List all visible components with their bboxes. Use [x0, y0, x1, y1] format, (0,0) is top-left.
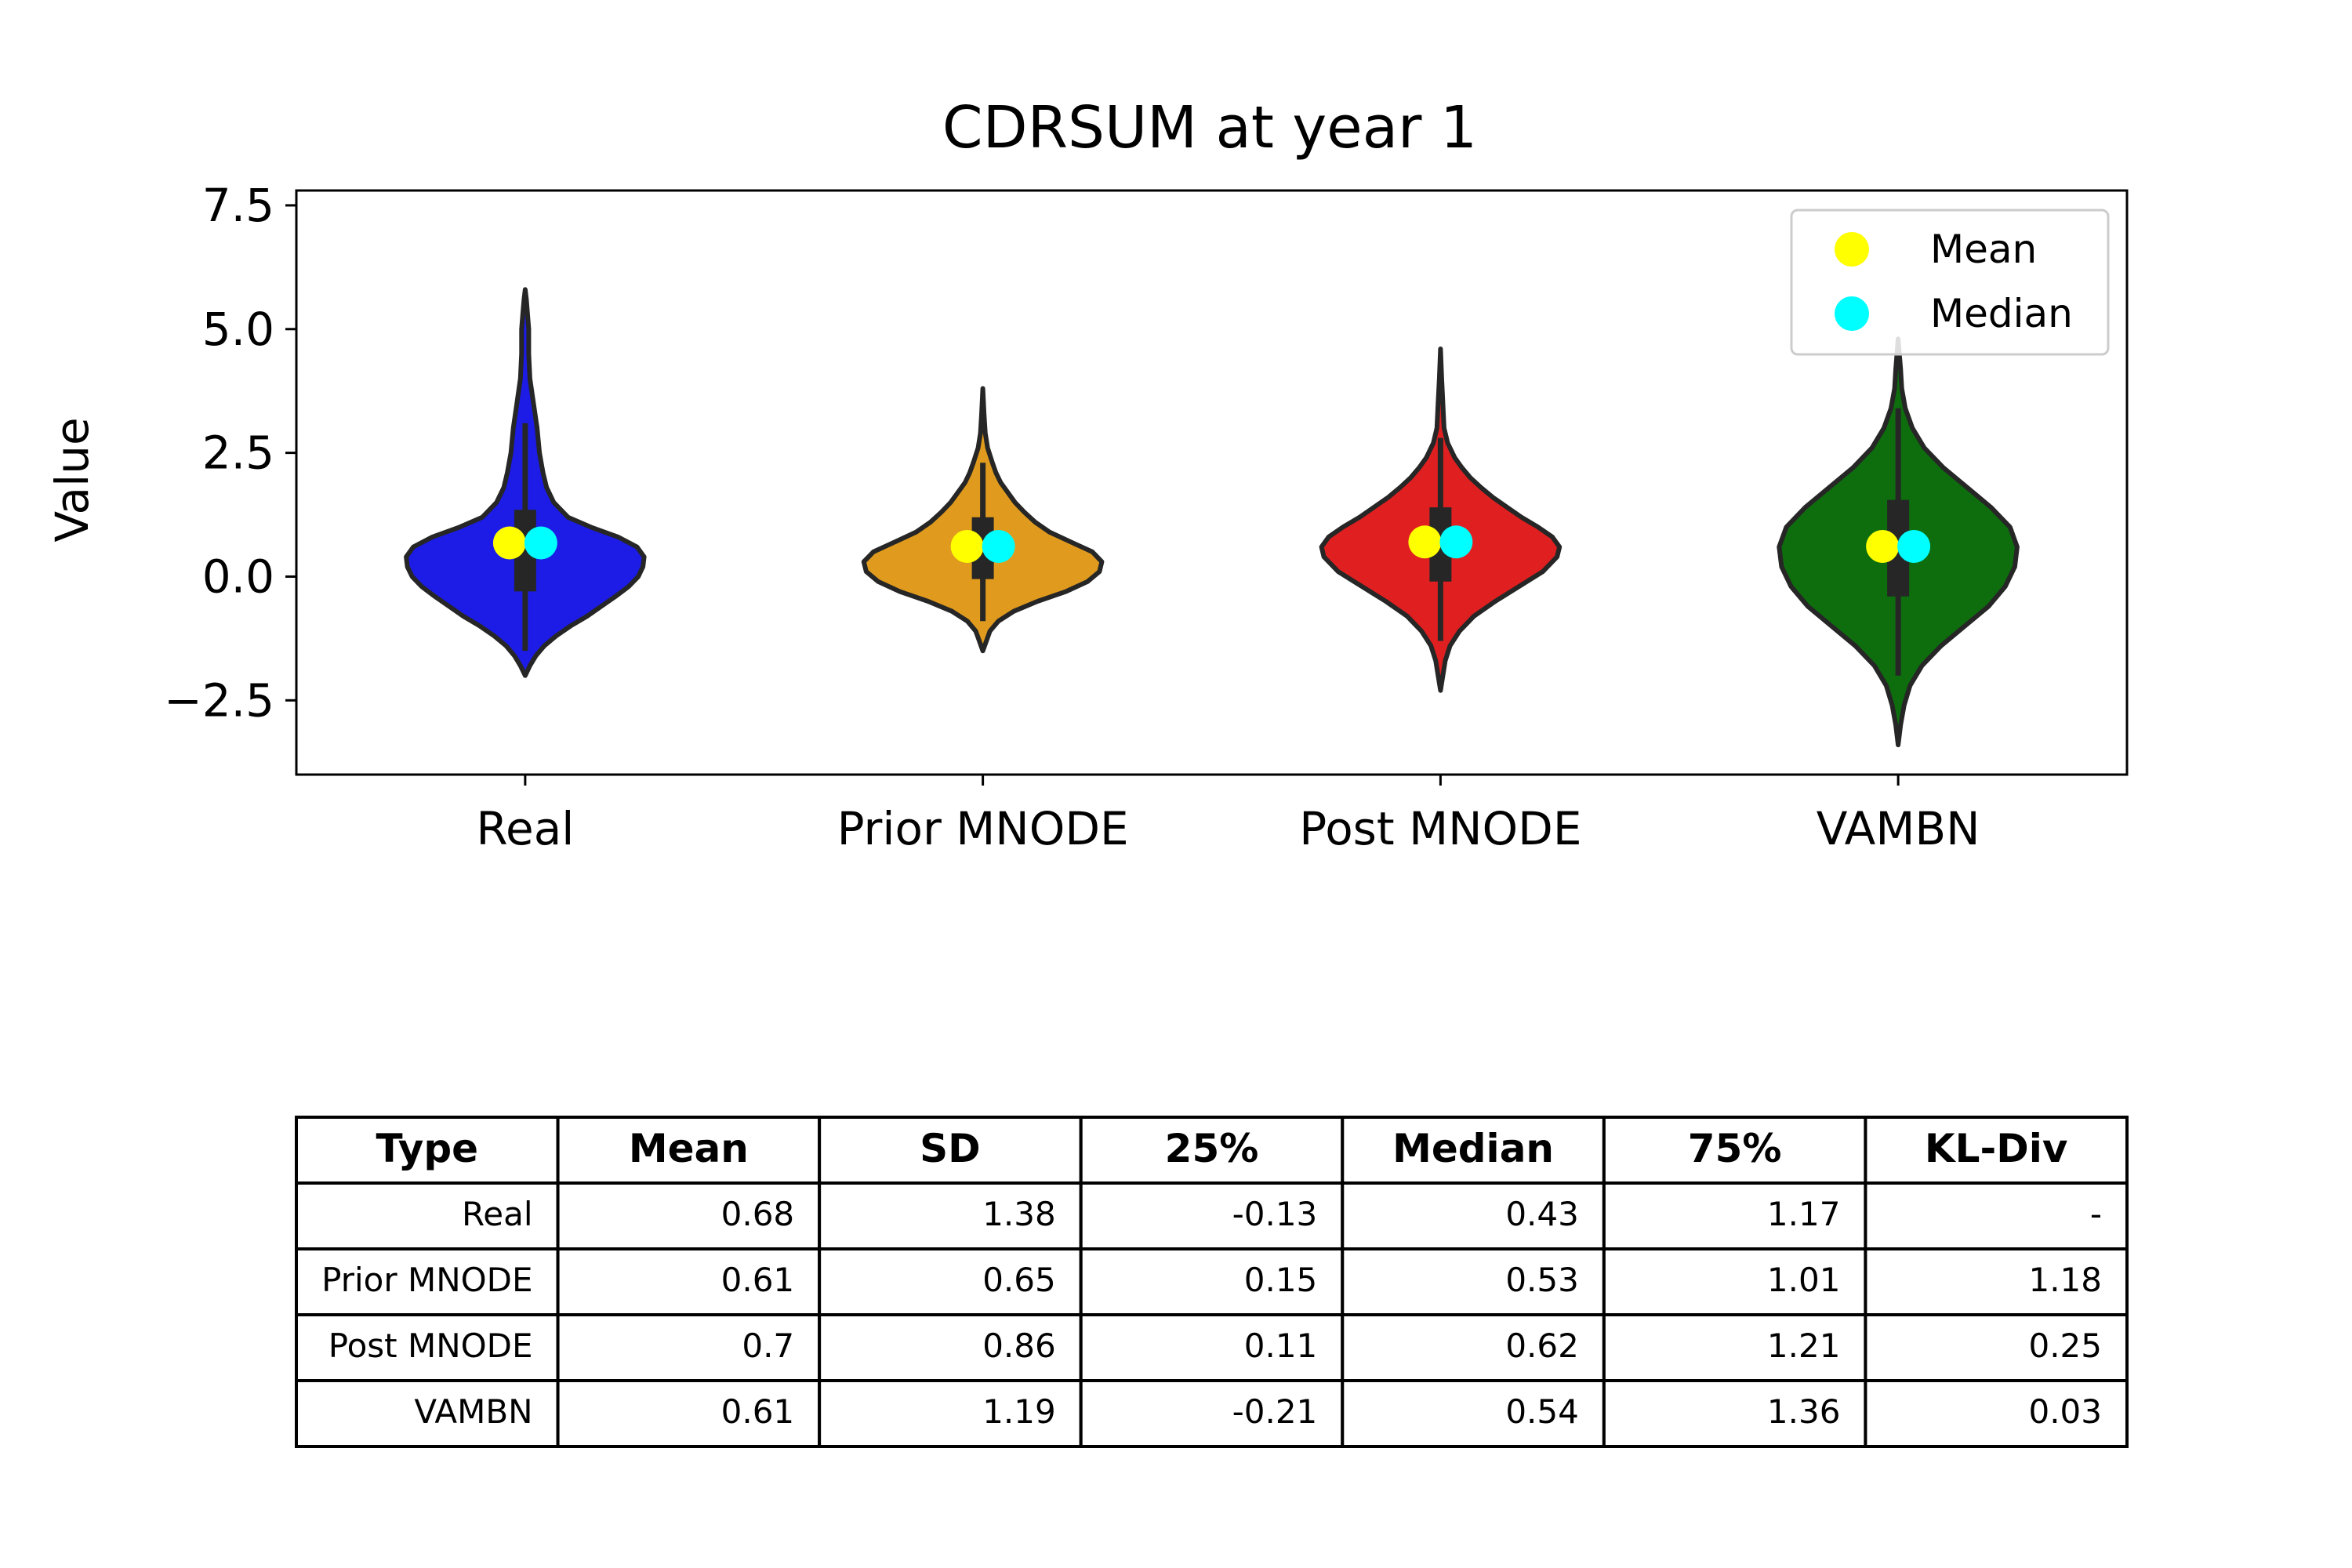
- table-cell-text: -0.13: [1232, 1195, 1318, 1233]
- plot-area: −2.5 0.0 2.5 5.0 7.5 Real Prior MNODE Post MNOD…: [164, 179, 2129, 855]
- table-cell-text: 0.7: [742, 1327, 794, 1365]
- table-cell-text: VAMBN: [414, 1392, 532, 1431]
- median-marker: [982, 529, 1015, 563]
- table-cell: [295, 1379, 560, 1448]
- y-tick-label: −2.5: [164, 673, 274, 727]
- legend-label: Median: [1930, 291, 2073, 336]
- table-header-text: Median: [1392, 1126, 1554, 1171]
- table-cell-text: 0.61: [721, 1261, 795, 1299]
- y-tick-label: 5.0: [202, 303, 274, 356]
- table-header-text: Type: [376, 1126, 478, 1171]
- table-cell: [1079, 1247, 1345, 1316]
- table-cell: [1864, 1313, 2129, 1382]
- table-cell-text: 1.19: [982, 1392, 1056, 1431]
- table-cell-text: 1.01: [1767, 1261, 1841, 1299]
- table-cell-text: 1.21: [1767, 1327, 1841, 1365]
- legend-frame: [1790, 209, 2110, 356]
- table-cell-text: -0.21: [1232, 1392, 1318, 1431]
- table-cell-text: 0.15: [1244, 1261, 1318, 1299]
- mean-marker: [492, 526, 526, 560]
- table-cell: [1602, 1247, 1867, 1316]
- table-cell-text: Real: [462, 1195, 533, 1233]
- stats-table: Type Mean SD 25% Median 75% KL-Div Real 0.68 1.38…: [295, 1116, 2129, 1448]
- table-header-text: SD: [920, 1126, 981, 1171]
- table-cell-text: Post MNODE: [328, 1327, 533, 1365]
- mean-marker: [1866, 529, 1900, 563]
- table-cell: [1341, 1313, 1606, 1382]
- legend: Mean Median: [1790, 209, 2110, 356]
- table-header-text: KL-Div: [1925, 1126, 2068, 1171]
- table-cell-text: -: [2090, 1195, 2102, 1233]
- table-cell-text: 0.61: [721, 1392, 795, 1431]
- chart-title: CDRSUM at year 1: [942, 94, 1477, 162]
- table-cell-text: 0.68: [721, 1195, 795, 1233]
- table-cell: [818, 1181, 1083, 1250]
- table-cell-text: 0.43: [1505, 1195, 1579, 1233]
- table-cell: [1864, 1181, 2129, 1250]
- table-cell: [818, 1379, 1083, 1448]
- table-cell-text: 0.25: [2028, 1327, 2102, 1365]
- legend-label: Mean: [1930, 227, 2037, 272]
- table-cell: [1864, 1247, 2129, 1316]
- table-cell-text: Prior MNODE: [321, 1261, 532, 1299]
- table-cell: [556, 1313, 822, 1382]
- table-header-cell: [1079, 1116, 1345, 1185]
- table-cell-text: 0.62: [1505, 1327, 1579, 1365]
- x-tick-label: VAMBN: [1817, 802, 1980, 855]
- table-cell: [1079, 1313, 1345, 1382]
- table-cell-text: 1.38: [982, 1195, 1056, 1233]
- table-cell: [556, 1379, 822, 1448]
- mean-marker: [1408, 525, 1442, 559]
- table-cell-text: 0.03: [2028, 1392, 2102, 1431]
- table-cell: [1864, 1379, 2129, 1448]
- y-tick-label: 0.0: [202, 550, 274, 603]
- table-cell-text: 1.17: [1767, 1195, 1841, 1233]
- table-header-text: 75%: [1688, 1126, 1782, 1171]
- table-cell-text: 1.36: [1767, 1392, 1841, 1431]
- y-tick-label: 2.5: [202, 426, 274, 480]
- median-marker: [524, 526, 557, 560]
- median-marker: [1439, 525, 1473, 559]
- table-cell-text: 0.11: [1244, 1327, 1318, 1365]
- table-cell-text: 0.53: [1505, 1261, 1579, 1299]
- legend-marker: [1835, 232, 1869, 267]
- table-header-cell: [1864, 1116, 2129, 1185]
- table-header-cell: [1602, 1116, 1867, 1185]
- table-header-text: 25%: [1165, 1126, 1259, 1171]
- table-header-cell: [1341, 1116, 1606, 1185]
- mean-marker: [950, 529, 984, 563]
- table-header-text: Mean: [629, 1126, 749, 1171]
- x-tick-label: Post MNODE: [1299, 802, 1581, 855]
- plot-frame: [295, 189, 2129, 776]
- y-axis-label: Value: [45, 417, 99, 542]
- table-cell: [556, 1247, 822, 1316]
- table-cell: [1341, 1379, 1606, 1448]
- table-cell: [295, 1181, 560, 1250]
- x-tick-label: Prior MNODE: [837, 802, 1129, 855]
- table-cell-text: 0.86: [982, 1327, 1056, 1365]
- table-cell: [1079, 1181, 1345, 1250]
- x-tick-label: Real: [476, 802, 574, 855]
- table-cell-text: 0.54: [1505, 1392, 1579, 1431]
- y-tick-label: 7.5: [202, 179, 274, 232]
- legend-marker: [1835, 296, 1869, 331]
- table-header-cell: [295, 1116, 560, 1185]
- median-marker: [1897, 529, 1931, 563]
- table-cell: [295, 1247, 560, 1316]
- table-cell-text: 0.65: [982, 1261, 1056, 1299]
- table-cell-text: 1.18: [2028, 1261, 2102, 1299]
